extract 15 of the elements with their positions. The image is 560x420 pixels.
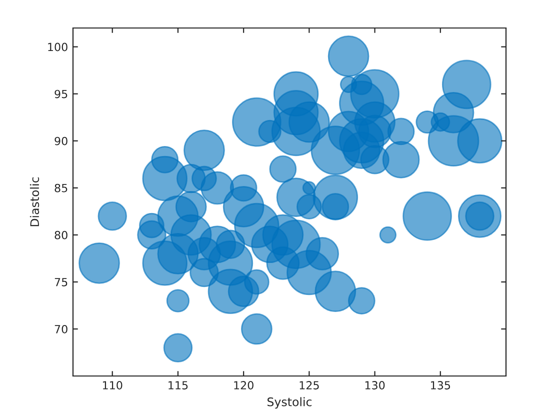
x-tick-label: 130 — [365, 381, 385, 390]
x-tick-label: 120 — [234, 381, 254, 390]
y-tick-label: 100 — [48, 42, 68, 52]
y-tick-label: 90 — [54, 136, 68, 146]
y-tick-label: 70 — [54, 324, 68, 334]
x-tick-label: 135 — [431, 381, 450, 390]
x-tick-label: 110 — [102, 381, 122, 390]
y-tick-label: 85 — [54, 184, 68, 192]
x-tick-label: 125 — [300, 381, 319, 390]
x-axis-title: Systolic — [268, 397, 312, 409]
y-axis-title: Diastolic — [30, 177, 40, 226]
y-tick-label: 75 — [54, 278, 68, 286]
y-tick-label: 95 — [54, 90, 68, 98]
x-tick-label: 115 — [168, 381, 188, 390]
y-tick-label: 80 — [54, 230, 68, 240]
